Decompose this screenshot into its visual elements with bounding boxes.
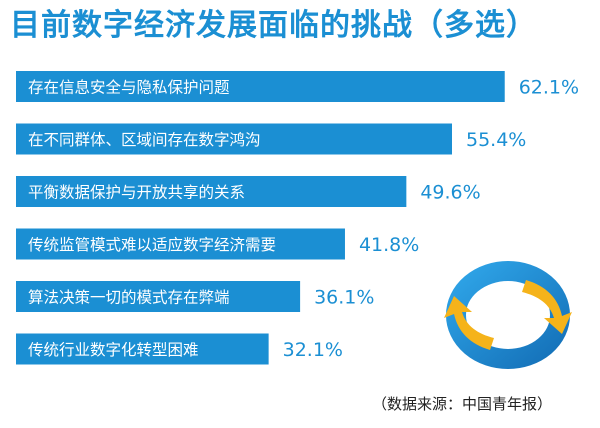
bar-label-4: 传统监管模式难以适应数字经济需要: [28, 235, 276, 254]
bar-4: [16, 228, 345, 260]
chart-title: 目前数字经济发展面临的挑战（多选）: [10, 8, 537, 43]
bar-label-2: 在不同群体、区域间存在数字鸿沟: [28, 131, 261, 149]
bar-label-5: 算法决策一切的模式存在弊端: [28, 288, 230, 307]
bar-1: [16, 71, 505, 102]
value-label-5: 36.1%: [314, 287, 374, 309]
value-label-4: 41.8%: [359, 234, 419, 256]
bar-label-6: 传统行业数字化转型困难: [28, 341, 199, 359]
data-source: （数据来源：中国青年报）: [372, 395, 553, 413]
bar-6: [16, 333, 269, 365]
cycle-arrows-icon: [444, 261, 572, 369]
bar-2: [16, 123, 452, 155]
value-label-3: 49.6%: [420, 182, 480, 204]
bar-3: [16, 176, 407, 207]
bar-label-3: 平衡数据保护与开放共享的关系: [28, 184, 245, 202]
bar-5: [16, 281, 301, 312]
value-label-6: 32.1%: [283, 339, 343, 361]
bar-label-1: 存在信息安全与隐私保护问题: [28, 79, 230, 97]
value-label-1: 62.1%: [519, 77, 579, 99]
value-label-2: 55.4%: [466, 129, 526, 151]
